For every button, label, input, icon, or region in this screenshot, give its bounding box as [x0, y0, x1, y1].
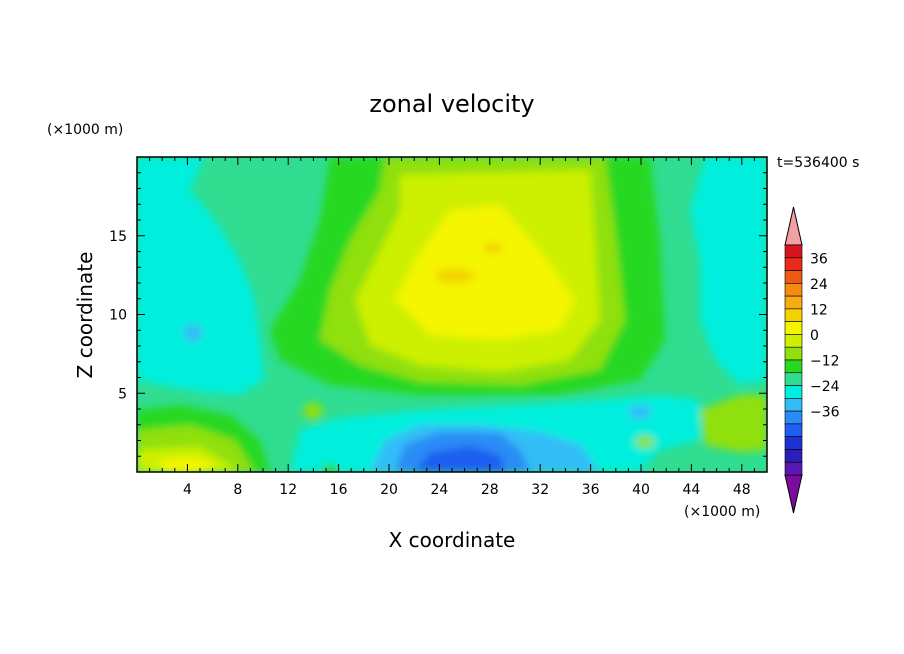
- colorbar-cell: [784, 398, 803, 412]
- x-tick-label: 32: [531, 482, 549, 498]
- y-axis-ticks: 5 10 15: [109, 172, 767, 457]
- colorbar-cell: [784, 270, 803, 284]
- band-spot-c: [322, 464, 338, 472]
- band-yellow: [395, 205, 575, 340]
- x-tick-label: 8: [233, 482, 242, 498]
- y-tick-label: 10: [109, 308, 127, 324]
- time-label: t=536400 s: [777, 155, 859, 171]
- colorbar-cell: [784, 257, 803, 271]
- colorbar-cell: [784, 346, 803, 361]
- colorbar-cell: [784, 436, 803, 450]
- band-cyan-right: [690, 157, 767, 385]
- band-spot-d: [628, 405, 652, 419]
- colorbar-cell: [784, 283, 803, 297]
- x-tick-label: 44: [682, 482, 700, 498]
- x-tick-label: 12: [279, 482, 297, 498]
- colorbar: 36 24 12 0 −12 −24 −36: [784, 206, 840, 514]
- x-tick-label: 40: [632, 482, 650, 498]
- x-tick-label: 20: [380, 482, 398, 498]
- y-tick-label: 15: [109, 229, 127, 245]
- band-darkblue: [415, 446, 505, 472]
- x-axis-ticks: 4 8 12 16 20 24 28 32 36 40 44 48: [149, 157, 755, 498]
- colorbar-cell: [784, 308, 803, 322]
- colorbar-cell: [784, 321, 803, 335]
- colorbar-cell: [784, 461, 803, 476]
- y-tick-label: 5: [118, 386, 127, 402]
- colorbar-tick-label: 24: [810, 277, 828, 293]
- x-tick-label: 48: [733, 482, 751, 498]
- x-tick-label: 16: [330, 482, 348, 498]
- x-axis-label: X coordinate: [389, 528, 516, 552]
- x-unit-label: (×1000 m): [684, 504, 760, 520]
- colorbar-tick-label: 36: [810, 251, 828, 267]
- colorbar-tick-label: −36: [810, 405, 840, 421]
- band-orange-spot: [435, 269, 475, 283]
- colorbar-tick-label: −24: [810, 379, 840, 395]
- colorbar-tick-label: 12: [810, 303, 828, 319]
- colorbar-cell: [784, 244, 803, 259]
- y-axis-label: Z coordinate: [73, 252, 97, 379]
- band-blue-spot: [183, 324, 203, 342]
- colorbar-tick-label: 0: [810, 328, 819, 344]
- band-spot-a: [303, 403, 323, 419]
- x-tick-label: 4: [183, 482, 192, 498]
- colorbar-bottom-triangle: [784, 474, 803, 514]
- colorbar-cell: [784, 449, 803, 463]
- band-cyan-left: [137, 157, 265, 395]
- y-unit-label: (×1000 m): [47, 122, 123, 138]
- band-bottomright: [700, 395, 767, 452]
- x-tick-label: 36: [582, 482, 600, 498]
- contour-field: [137, 157, 767, 472]
- x-tick-label: 24: [430, 482, 448, 498]
- band-spot-b: [635, 436, 655, 448]
- colorbar-cell: [784, 359, 803, 374]
- band-orange-spot2: [483, 243, 503, 253]
- colorbar-top-triangle: [784, 206, 803, 246]
- colorbar-cell: [784, 385, 803, 399]
- x-tick-label: 28: [481, 482, 499, 498]
- band-bottomleft-orange: [157, 458, 213, 472]
- colorbar-cell: [784, 334, 803, 348]
- colorbar-cell: [784, 410, 803, 425]
- colorbar-cell: [784, 423, 803, 437]
- colorbar-tick-label: −12: [810, 354, 840, 370]
- colorbar-cell: [784, 372, 803, 386]
- colorbar-cell: [784, 295, 803, 310]
- chart-title: zonal velocity: [369, 90, 534, 118]
